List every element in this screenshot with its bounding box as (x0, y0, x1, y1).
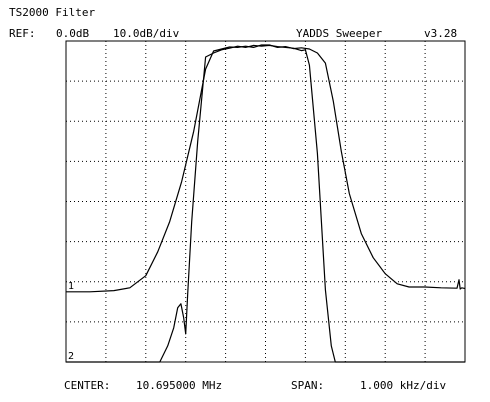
span-label: SPAN: (291, 379, 325, 392)
plot-traces (66, 44, 466, 363)
trace-1-line (66, 44, 466, 293)
ref-value: 0.0dB (56, 27, 90, 40)
center-label: CENTER: (64, 379, 111, 392)
app-version: v3.28 (424, 27, 458, 40)
page-title: TS2000 Filter (9, 6, 96, 19)
scale-readout: 10.0dB/div (113, 27, 180, 40)
trace-2-label: 2 (68, 351, 74, 362)
trace-1-label: 1 (68, 281, 74, 292)
plot-grid (66, 41, 465, 362)
trace-2-line (66, 44, 465, 363)
app-name: YADDS Sweeper (296, 27, 383, 40)
ref-label: REF: (9, 27, 36, 40)
center-frequency: 10.695000 MHz (136, 379, 223, 392)
trace-labels: 12 (68, 281, 74, 362)
span-value: 1.000 kHz/div (360, 379, 447, 392)
